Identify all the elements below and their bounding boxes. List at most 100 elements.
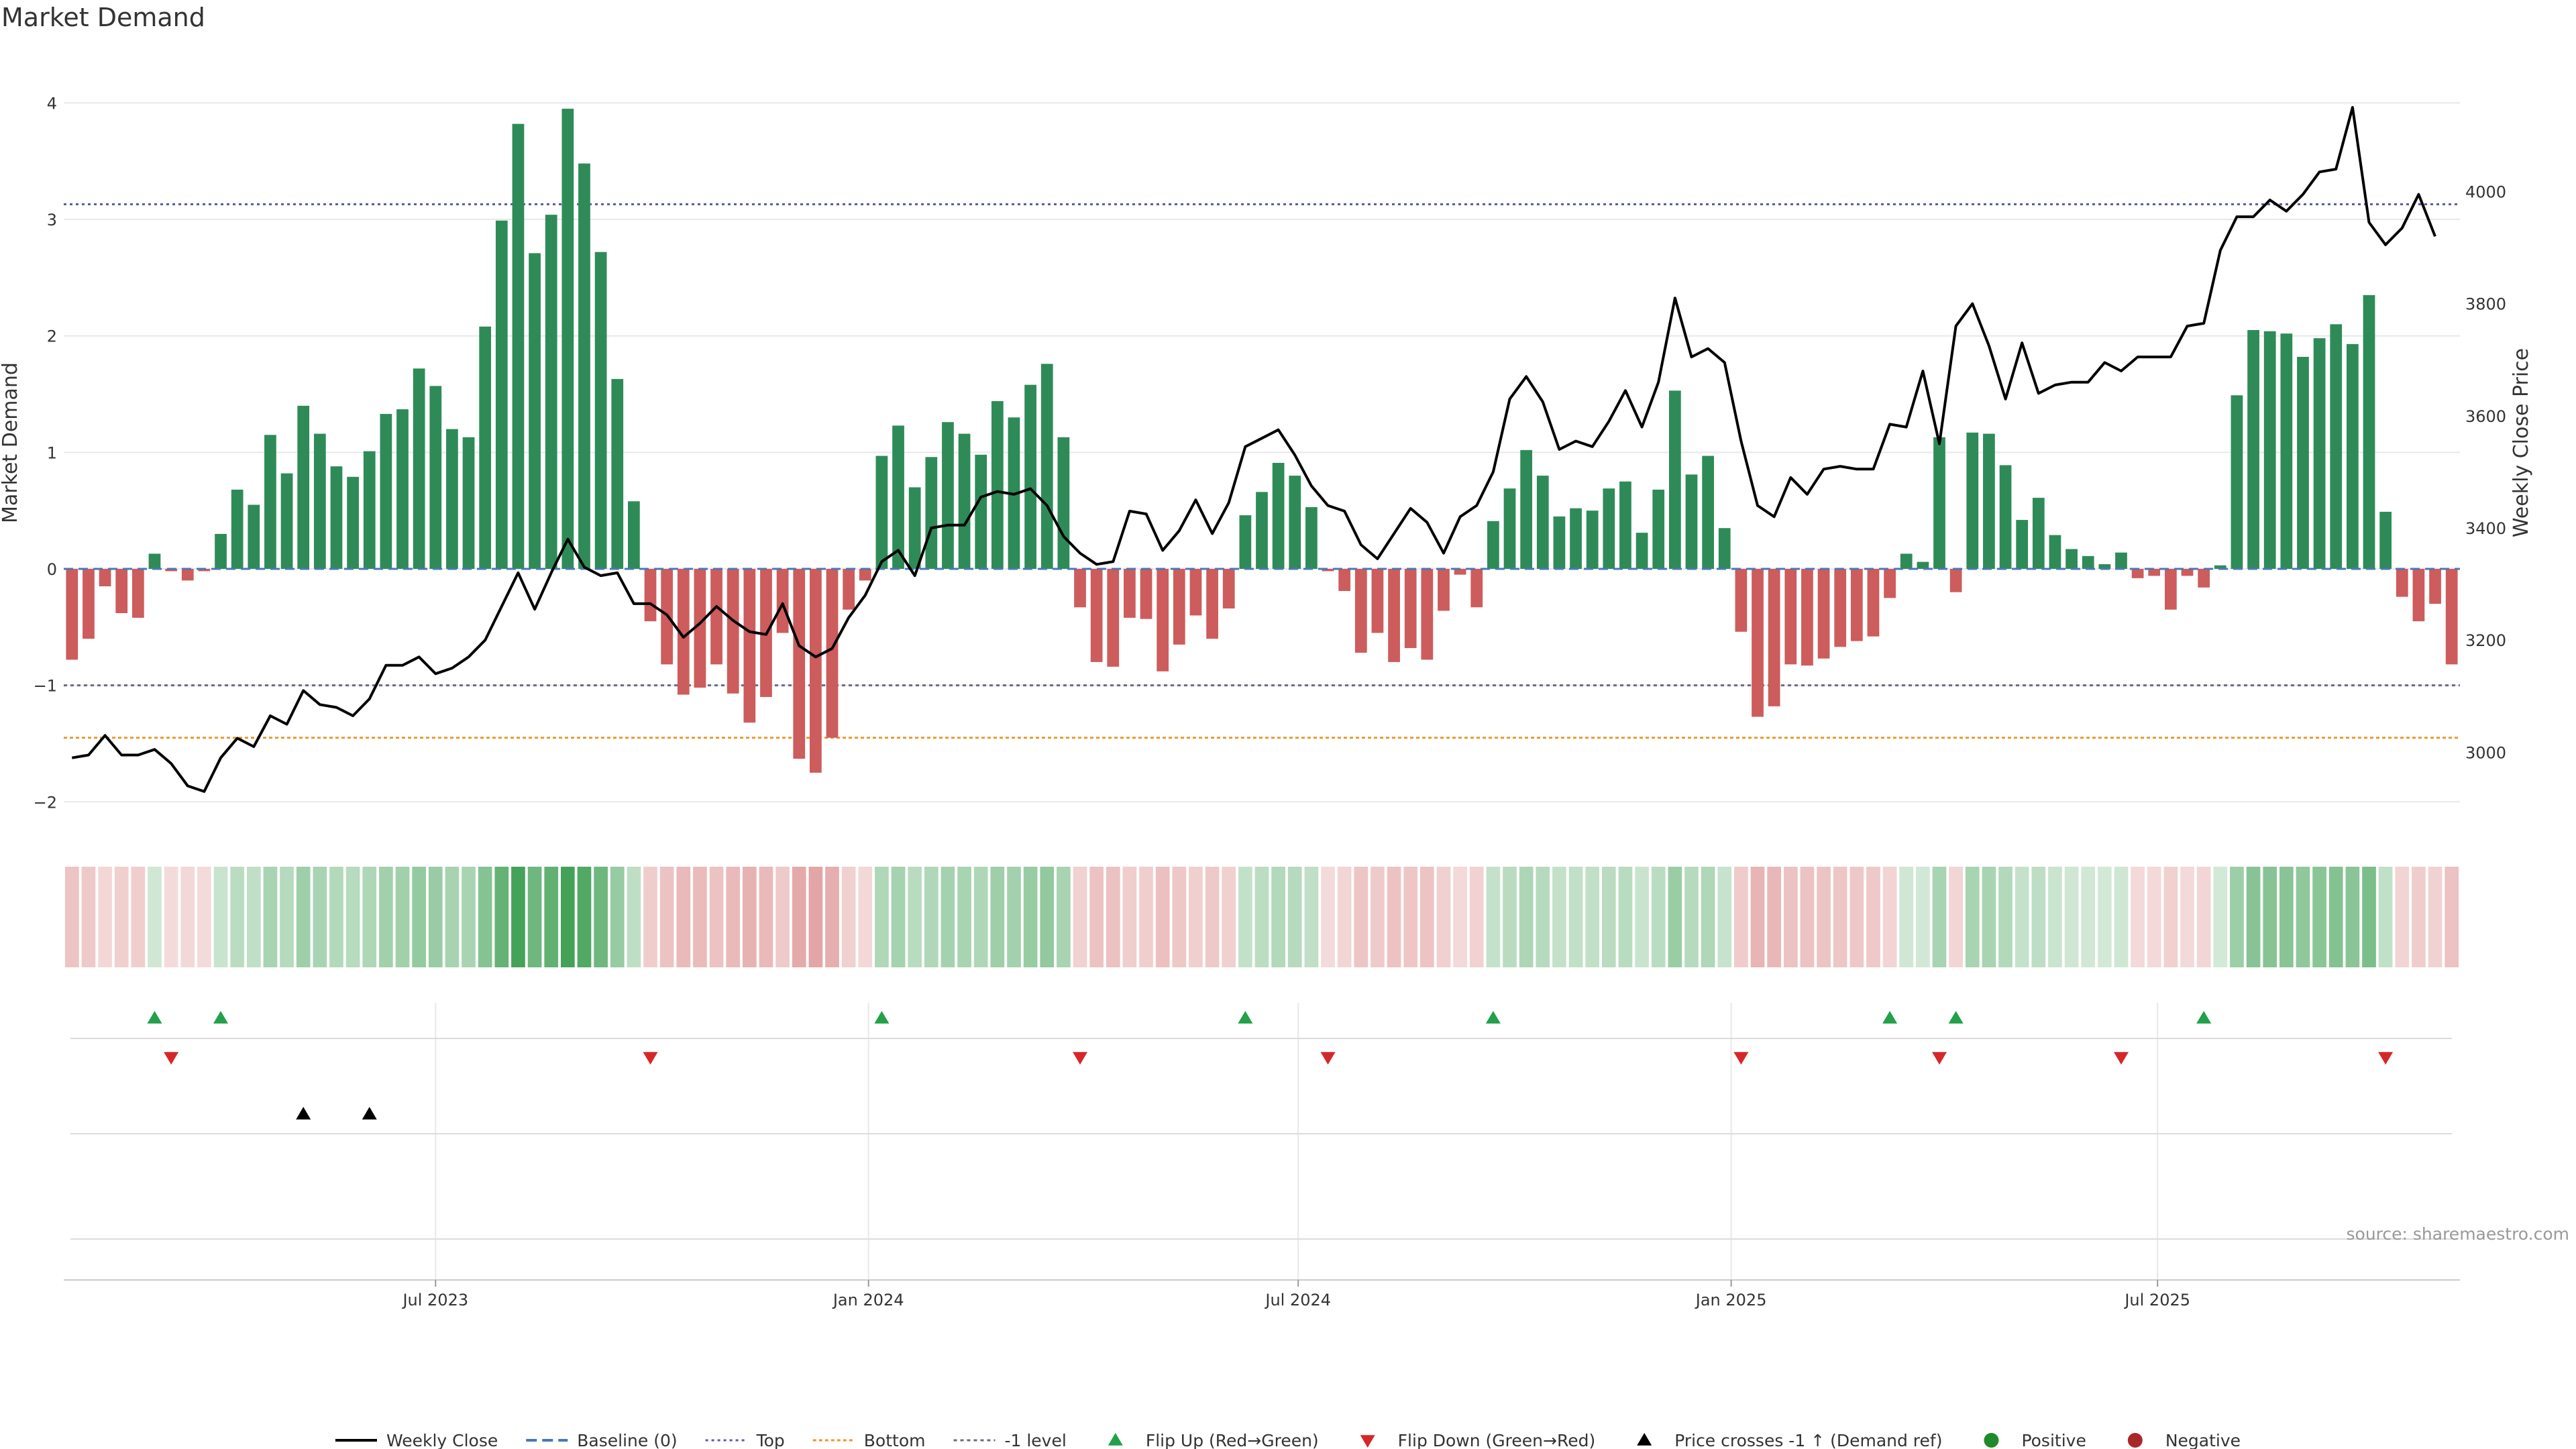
demand-bar-negative [1768, 568, 1780, 706]
source-note: source: sharemaestro.com [2347, 1224, 2570, 1244]
demand-bar-negative [727, 568, 739, 694]
heat-cell [2445, 867, 2459, 967]
demand-bar-positive [1272, 462, 1285, 569]
heat-cell [1172, 867, 1187, 967]
left-tick-label: 1 [47, 443, 57, 462]
heat-cell [1040, 867, 1055, 967]
demand-bar-negative [2131, 568, 2144, 578]
reference-lines [64, 203, 2460, 739]
heat-cell [230, 867, 245, 967]
demand-bar-positive [1487, 521, 1499, 569]
heat-cell [362, 867, 377, 967]
heat-cell [263, 867, 278, 967]
heat-cell [1800, 867, 1815, 967]
heat-cell [957, 867, 971, 967]
heat-cell [908, 867, 922, 967]
flip-down-marker [1932, 1052, 1947, 1065]
heat-cell [2031, 867, 2046, 967]
chart-title: Market Demand [1, 3, 205, 32]
heat-cell [643, 867, 657, 967]
demand-bar-negative [2198, 568, 2210, 588]
demand-bar-positive [1652, 489, 1665, 569]
demand-bar-negative [1189, 568, 1202, 616]
heat-cell [1189, 867, 1203, 967]
demand-bar-negative [2445, 568, 2458, 665]
axes: 4 3 2 1 0 −1 −2 4000 3800 3600 3400 3200 3000 Jul 202… [34, 94, 2506, 1309]
heat-cell [1519, 867, 1534, 967]
demand-bar-positive [248, 504, 260, 569]
heat-cell [1585, 867, 1600, 967]
demand-bar-positive [942, 422, 954, 569]
flip-down-marker [1320, 1052, 1336, 1065]
heat-cell [1536, 867, 1550, 967]
demand-bar-positive [875, 455, 888, 569]
demand-bar-negative [859, 568, 871, 581]
heat-cell [2230, 867, 2244, 967]
demand-bar-positive [892, 425, 904, 569]
heat-cell [1205, 867, 1220, 967]
heat-cell [527, 867, 542, 967]
demand-bar-negative [1173, 568, 1185, 645]
legend-label-top: Top [756, 1431, 785, 1449]
heat-cell [379, 867, 393, 967]
heat-cell [345, 867, 360, 967]
heat-cell [1354, 867, 1368, 967]
demand-bar-positive [529, 253, 541, 569]
heat-cell [941, 867, 955, 967]
demand-bar-negative [1371, 568, 1384, 633]
demand-bar-positive [1933, 437, 1945, 569]
heat-cell [1371, 867, 1385, 967]
legend-symbol-positive [1984, 1433, 1999, 1448]
weekly-close-layer [71, 106, 2436, 793]
heat-cell [1387, 867, 1401, 967]
flip-down-marker [1733, 1052, 1749, 1065]
heat-cell [197, 867, 211, 967]
heat-cell [1254, 867, 1269, 967]
heat-cell [246, 867, 261, 967]
demand-bar-positive [578, 163, 590, 569]
demand-bar-positive [429, 386, 442, 569]
demand-bar-positive [2263, 331, 2276, 569]
demand-bar-positive [1619, 481, 1631, 569]
demand-bar-negative [198, 568, 211, 572]
heat-cell [428, 867, 443, 967]
heat-cell [1271, 867, 1285, 967]
heat-cell [2395, 867, 2410, 967]
demand-bar-negative [810, 568, 822, 773]
demand-bar-positive [1635, 533, 1648, 569]
heat-cell [2048, 867, 2062, 967]
heat-cell [511, 867, 525, 967]
heat-cell [1222, 867, 1236, 967]
flip-down-marker [2378, 1052, 2394, 1065]
left-tick-label: 2 [47, 327, 57, 346]
demand-bar-positive [1536, 476, 1549, 569]
flip-up-marker [1948, 1011, 1964, 1024]
demand-bar-positive [479, 326, 492, 569]
demand-bar-negative [1388, 568, 1400, 662]
demand-bar-positive [1553, 516, 1566, 569]
heat-cell [1817, 867, 1831, 967]
heat-cell [1503, 867, 1517, 967]
heat-cell [742, 867, 757, 967]
heat-cell [1486, 867, 1501, 967]
demand-bar-positive [925, 457, 938, 569]
demand-bar-negative [2148, 568, 2161, 576]
heat-cell [395, 867, 410, 967]
heat-cell [1734, 867, 1748, 967]
flip-up-marker [213, 1011, 229, 1024]
heat-cell [875, 867, 889, 967]
heat-cell [693, 867, 707, 967]
demand-bar-positive [264, 435, 276, 569]
demand-bar-positive [330, 466, 343, 569]
heat-cell [2428, 867, 2443, 967]
demand-bar-negative [165, 568, 177, 572]
heat-cell [659, 867, 674, 967]
demand-bar-negative [131, 568, 144, 618]
heat-cell [2098, 867, 2112, 967]
demand-bar-negative [1074, 568, 1086, 608]
demand-bar-positive [2065, 549, 2078, 569]
x-tick-label: Jul 2024 [1264, 1291, 1331, 1309]
heat-cell [1601, 867, 1616, 967]
heat-cell [726, 867, 741, 967]
demand-bar-negative [115, 568, 128, 613]
